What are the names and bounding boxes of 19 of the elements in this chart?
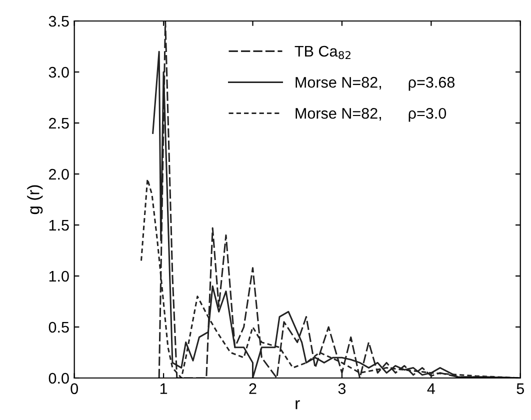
y-tick-label: 1.5 <box>49 220 69 231</box>
y-tick-label: 1.0 <box>49 270 69 282</box>
x-tick-label: 3 <box>338 383 346 394</box>
x-tick-label: 1 <box>160 383 168 394</box>
legend-label: Morse N=82, ρ=3.0 <box>296 108 446 122</box>
y-tick-label: 3.0 <box>48 66 69 78</box>
x-tick-label: 5 <box>516 383 524 394</box>
x-axis-title: r <box>296 400 300 410</box>
x-tick-label: 0 <box>70 383 78 394</box>
y-tick-label: 0.0 <box>48 372 69 384</box>
y-tick-label: 2.0 <box>49 168 69 180</box>
legend-label: Morse N=82, ρ=3.68 <box>296 76 454 91</box>
x-tick-label: 4 <box>427 383 435 394</box>
legend-label: TB Ca$_{82}$ <box>294 46 350 60</box>
y-tick-label: 0.5 <box>48 322 69 333</box>
x-tick-label: 2 <box>249 383 256 394</box>
y-tick-label: 3.5 <box>48 16 69 27</box>
y-axis-title: g (r) <box>27 185 43 214</box>
y-tick-label: 2.5 <box>49 118 69 129</box>
